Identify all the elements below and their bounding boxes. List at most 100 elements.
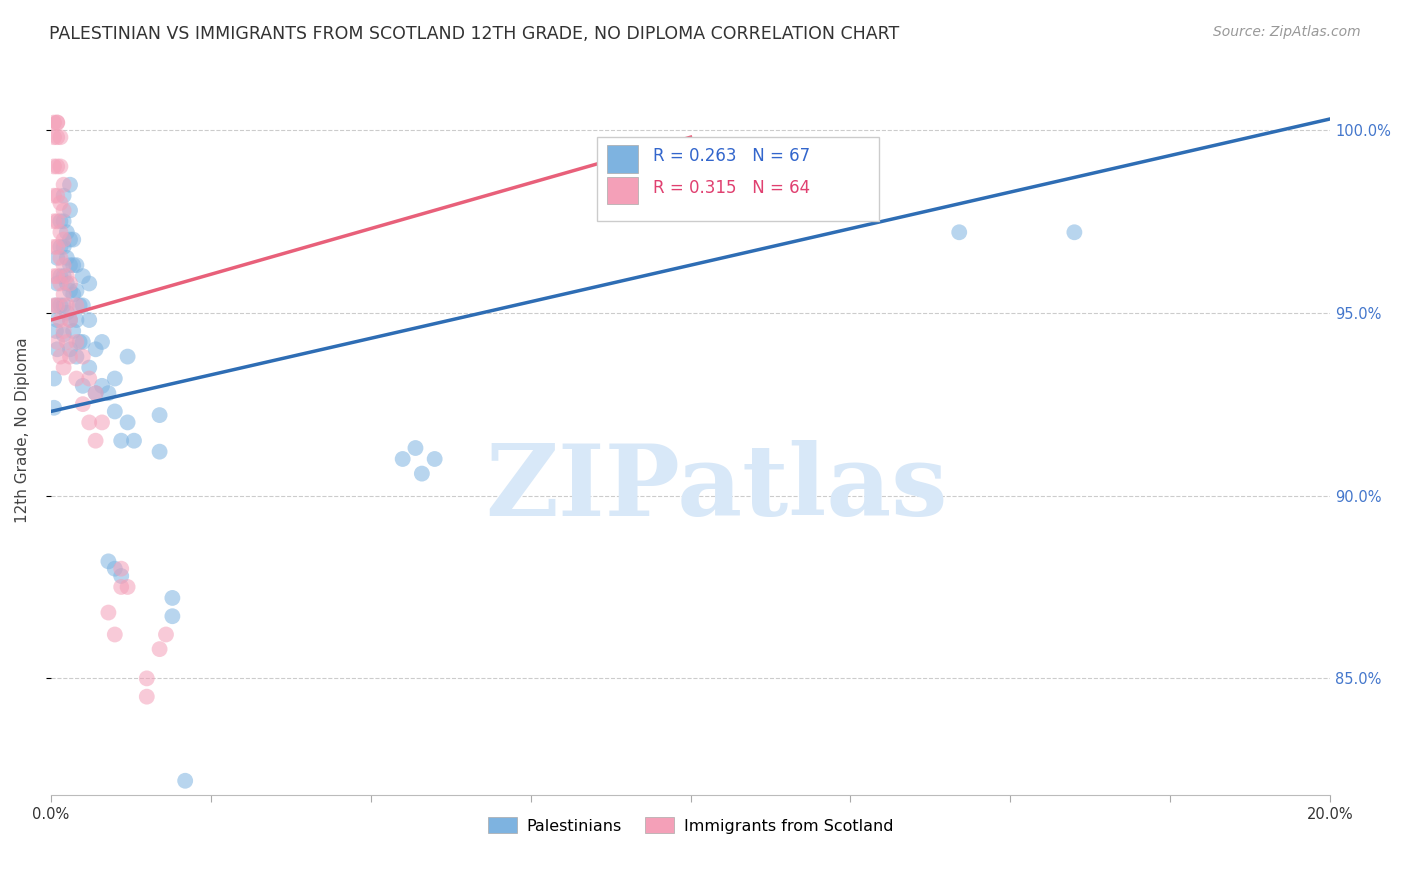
Point [84,386,107,401]
Point [52,188,75,202]
Point [65,284,87,298]
Text: ZIPatlas: ZIPatlas [485,440,948,537]
Point [46,188,69,202]
Text: Source: ZipAtlas.com: Source: ZipAtlas.com [1213,25,1361,39]
Point [46,269,69,284]
Point [65,313,87,327]
Point [110,562,132,576]
Point [49,240,72,254]
Legend: Palestinians, Immigrants from Scotland: Palestinians, Immigrants from Scotland [481,811,900,840]
Point [42,401,65,415]
Point [149,408,172,422]
Point [46,115,69,129]
Point [46,313,69,327]
Point [46,334,69,349]
Point [59,203,82,218]
Point [77,360,100,375]
Point [72,269,94,284]
Point [59,284,82,298]
Bar [607,177,638,204]
Point [45,298,67,312]
Point [65,350,87,364]
Point [49,214,72,228]
Point [97,606,120,620]
Point [110,434,132,448]
Point [42,188,65,202]
Point [110,580,132,594]
Point [69,334,91,349]
Point [52,258,75,272]
Point [42,371,65,385]
Point [122,434,145,448]
Point [52,214,75,228]
Point [162,591,184,605]
Point [65,334,87,349]
Point [49,269,72,284]
Point [104,404,127,418]
Point [46,251,69,265]
Point [46,298,69,312]
Point [46,115,69,129]
Point [91,334,114,349]
Text: PALESTINIAN VS IMMIGRANTS FROM SCOTLAND 12TH GRADE, NO DIPLOMA CORRELATION CHART: PALESTINIAN VS IMMIGRANTS FROM SCOTLAND … [49,25,900,43]
Point [72,334,94,349]
Point [52,324,75,338]
Point [77,313,100,327]
Point [59,277,82,291]
Point [72,298,94,312]
Point [135,690,157,704]
Point [110,569,132,583]
FancyBboxPatch shape [598,137,879,221]
Point [84,386,107,401]
Point [84,434,107,448]
Point [42,214,65,228]
Point [46,277,69,291]
Point [59,313,82,327]
Point [49,196,72,211]
Point [155,627,177,641]
Point [45,324,67,338]
Point [59,233,82,247]
Point [77,277,100,291]
Point [72,397,94,411]
Point [117,580,139,594]
Point [65,298,87,312]
Point [52,240,75,254]
Point [56,251,79,265]
Point [49,350,72,364]
Point [174,773,197,788]
Point [91,379,114,393]
Point [59,343,82,357]
Point [46,214,69,228]
Text: R = 0.315   N = 64: R = 0.315 N = 64 [654,178,811,196]
Y-axis label: 12th Grade, No Diploma: 12th Grade, No Diploma [15,337,30,523]
Point [391,452,413,467]
Point [42,130,65,145]
Point [56,277,79,291]
Point [52,327,75,342]
Point [91,416,114,430]
Point [46,160,69,174]
Point [77,371,100,385]
Point [42,240,65,254]
Point [56,334,79,349]
Point [62,233,84,247]
Point [56,306,79,320]
Point [117,350,139,364]
Point [59,313,82,327]
Point [948,225,970,239]
Point [52,178,75,192]
Point [62,324,84,338]
Point [56,225,79,239]
Point [135,672,157,686]
Point [52,298,75,312]
Point [62,258,84,272]
Point [49,313,72,327]
Point [62,287,84,301]
Point [49,225,72,239]
Point [423,452,446,467]
Point [52,360,75,375]
Point [46,343,69,357]
Point [69,298,91,312]
Point [104,562,127,576]
